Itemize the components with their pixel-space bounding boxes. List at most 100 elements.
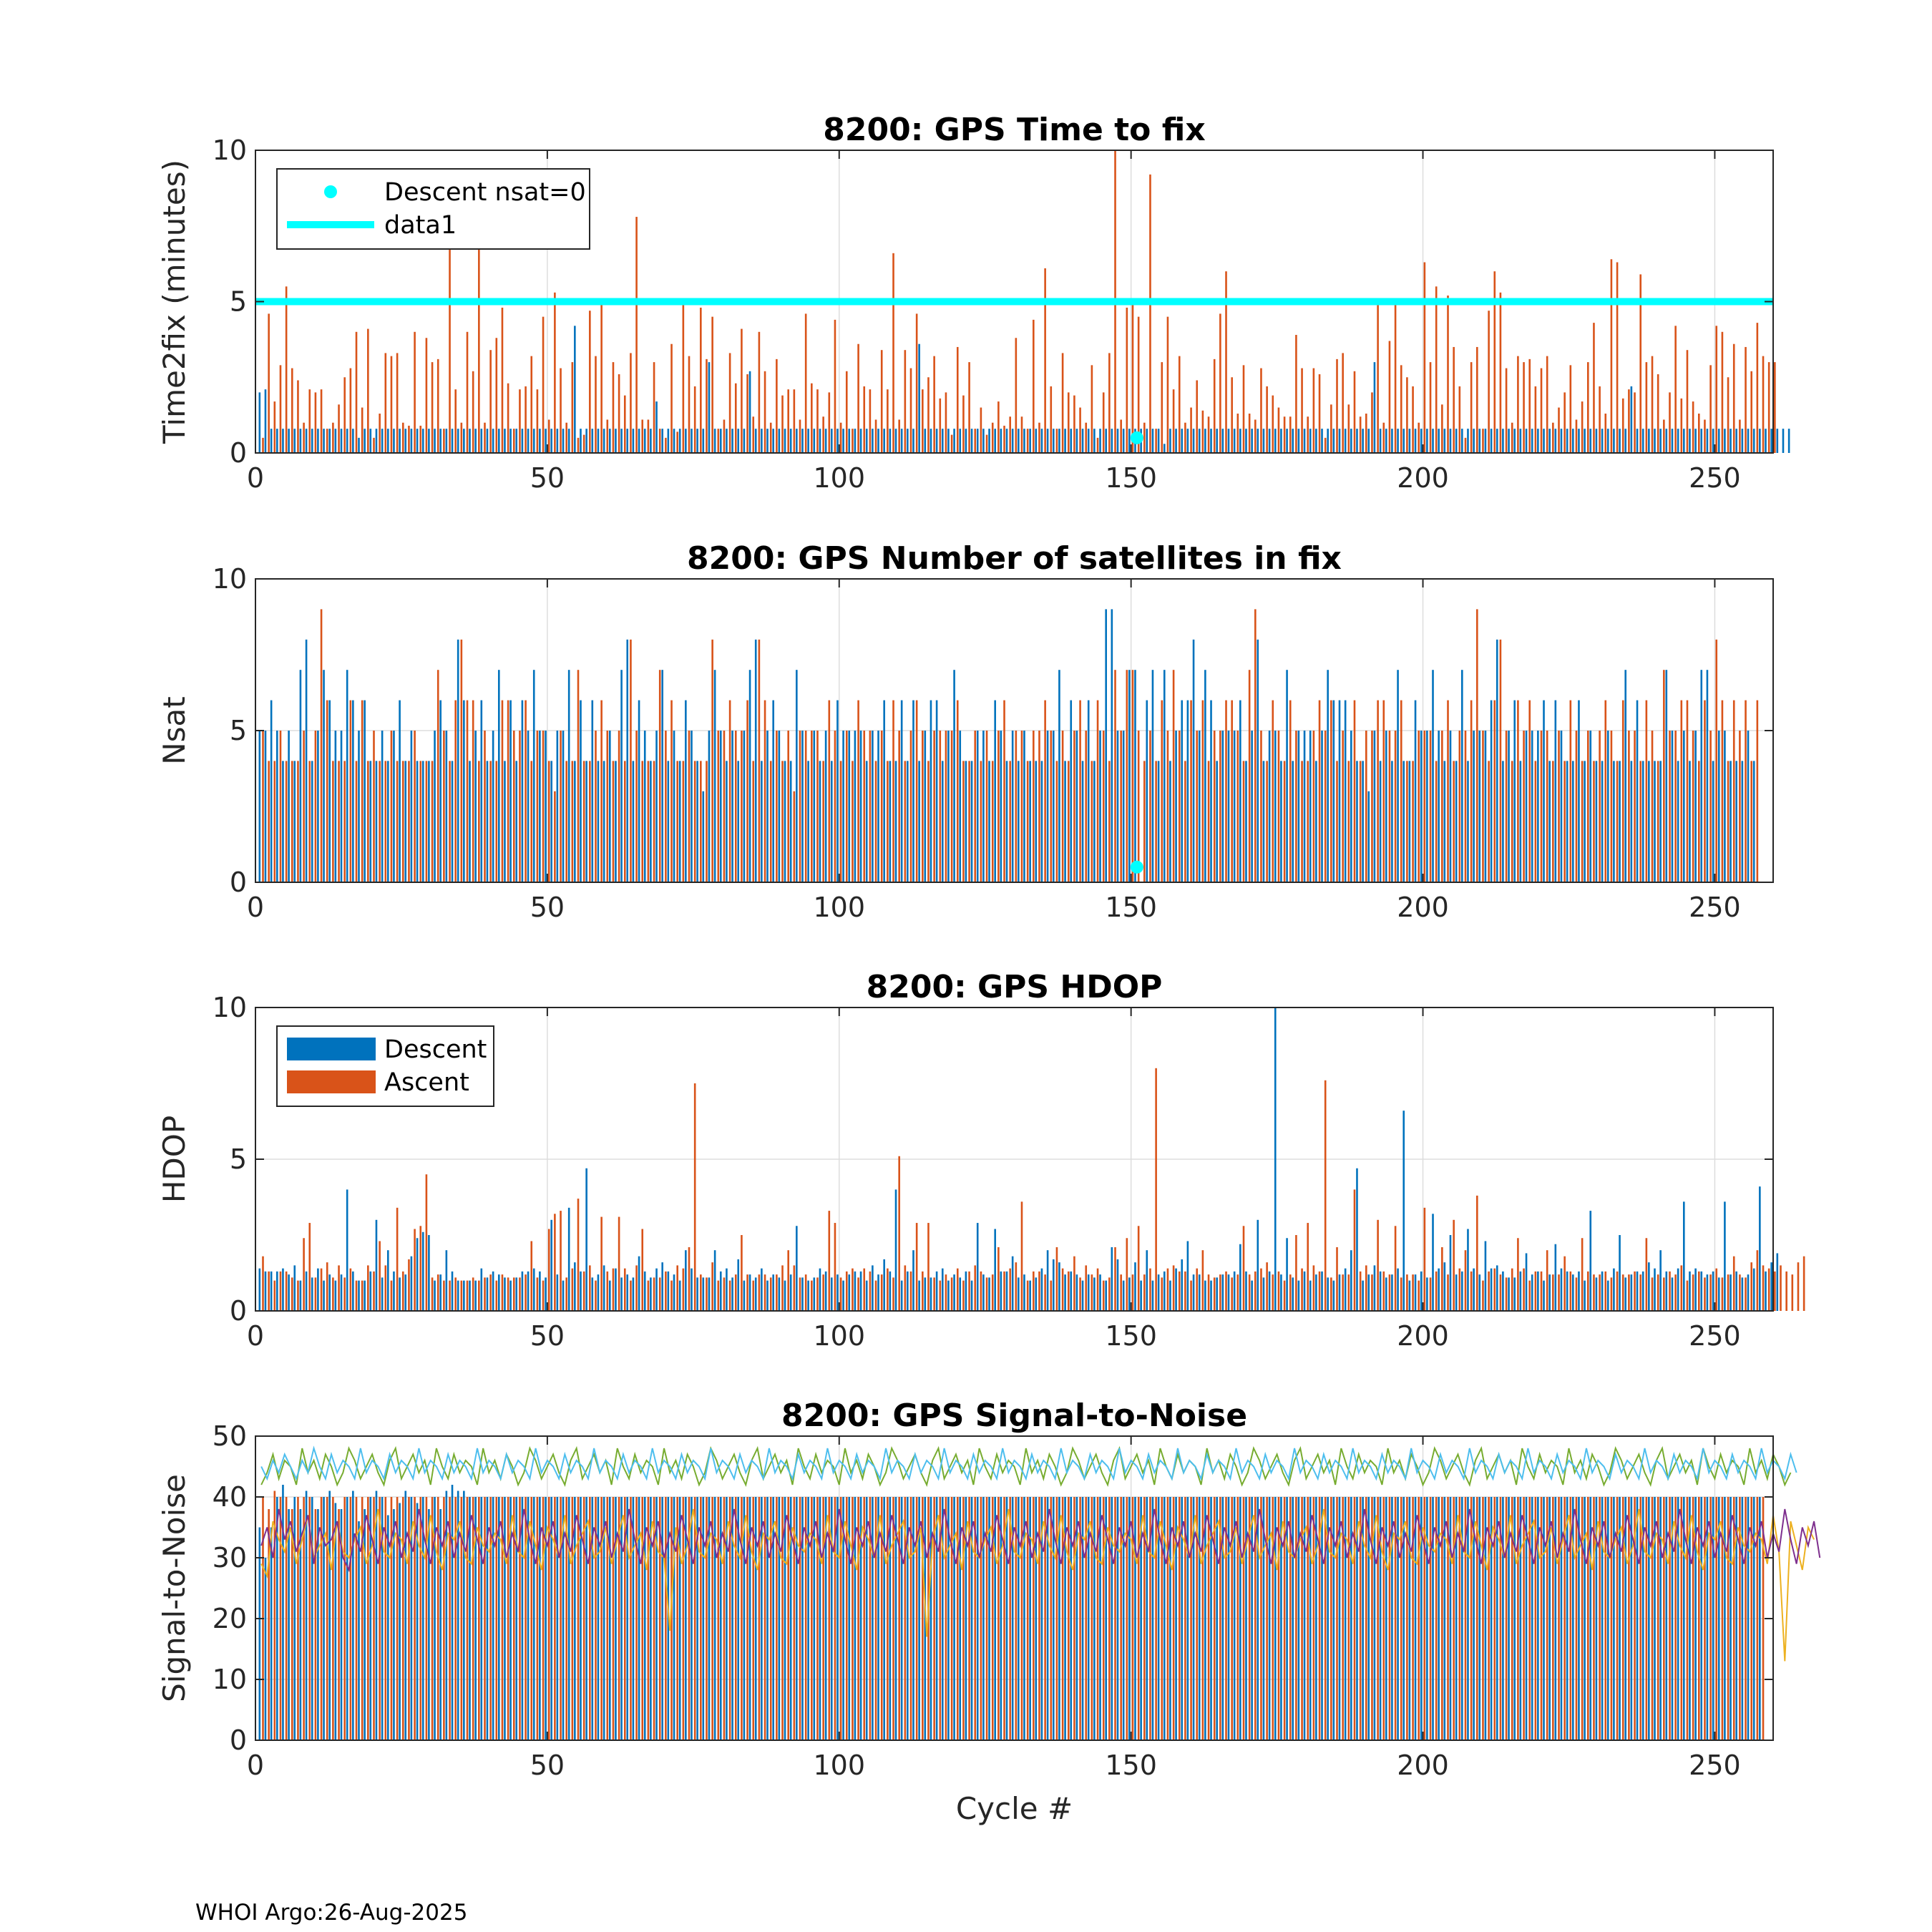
bar-descent	[1613, 1497, 1615, 1740]
bar-descent	[532, 1268, 535, 1311]
bar-ascent	[1645, 1497, 1648, 1740]
bar-descent	[1630, 761, 1633, 882]
bar-descent	[1321, 1271, 1323, 1311]
bar-ascent	[874, 1497, 877, 1740]
bar-descent	[393, 1271, 395, 1311]
bar-ascent	[1709, 1497, 1712, 1740]
bar-descent	[1689, 761, 1691, 882]
bar-descent	[1099, 1497, 1101, 1740]
bar-descent	[1105, 1280, 1107, 1311]
bar-descent	[1081, 1497, 1084, 1740]
bar-ascent	[1067, 392, 1070, 453]
bar-ascent	[1277, 1271, 1280, 1311]
bar-descent	[819, 761, 821, 882]
bar-ascent	[1324, 1080, 1327, 1311]
bar-descent	[766, 429, 769, 453]
bar-descent	[509, 700, 512, 882]
bar-descent	[1759, 429, 1761, 453]
bar-ascent	[997, 401, 1000, 453]
bar-descent	[900, 700, 903, 882]
bar-ascent	[512, 1497, 515, 1740]
bar-ascent	[268, 761, 270, 882]
bar-descent	[620, 1497, 623, 1740]
bar-ascent	[1704, 419, 1706, 453]
bar-ascent	[1569, 365, 1572, 453]
bar-descent	[702, 1277, 705, 1311]
bar-descent	[469, 429, 471, 453]
bar-descent	[1239, 1244, 1241, 1311]
bar-descent	[474, 731, 477, 882]
bar-ascent	[1493, 700, 1496, 882]
bar-ascent	[1219, 731, 1221, 882]
bar-ascent	[1359, 1497, 1362, 1740]
bar-ascent	[717, 731, 720, 882]
bar-ascent	[547, 1229, 550, 1311]
bar-ascent	[1166, 1497, 1169, 1740]
bar-ascent	[1377, 304, 1379, 453]
bar-descent	[1262, 1277, 1265, 1311]
y-tick-label: 0	[230, 437, 247, 469]
bar-descent	[393, 731, 395, 882]
bar-descent	[1513, 700, 1516, 882]
bar-descent	[305, 429, 308, 453]
bars-ascent	[262, 1068, 1805, 1311]
bar-ascent	[1009, 1497, 1011, 1740]
bar-descent	[1606, 429, 1609, 453]
bar-ascent	[1406, 1274, 1408, 1311]
bar-ascent	[1038, 731, 1040, 882]
bar-ascent	[1207, 1497, 1210, 1740]
bar-descent	[264, 1558, 267, 1740]
bar-ascent	[408, 1497, 410, 1740]
bar-ascent	[484, 1497, 486, 1740]
bar-ascent	[839, 422, 842, 453]
bar-descent	[912, 1250, 914, 1311]
bar-ascent	[1412, 1274, 1414, 1311]
bar-descent	[696, 761, 698, 882]
bar-descent	[509, 1497, 512, 1740]
bar-ascent	[525, 700, 527, 882]
bar-ascent	[1750, 1262, 1753, 1311]
x-tick-label: 0	[247, 892, 264, 923]
bar-ascent	[811, 1280, 813, 1311]
bar-descent	[1752, 429, 1755, 453]
bar-descent	[894, 1497, 897, 1740]
bar-ascent	[1575, 1497, 1578, 1740]
bar-descent	[1216, 1497, 1218, 1740]
bar-descent	[848, 731, 851, 882]
bar-ascent	[1639, 761, 1642, 882]
bar-ascent	[571, 761, 574, 882]
bar-ascent	[1523, 1268, 1525, 1311]
bar-ascent	[746, 1497, 748, 1740]
bar-ascent	[606, 419, 609, 453]
bar-descent	[1297, 429, 1300, 453]
bars-ascent	[262, 609, 1759, 882]
bar-ascent	[816, 1277, 819, 1311]
bar-ascent	[939, 1280, 942, 1311]
bar-descent	[1257, 639, 1259, 882]
bar-ascent	[314, 1509, 317, 1740]
bar-ascent	[711, 639, 713, 882]
bar-descent	[334, 1280, 337, 1311]
bar-descent	[323, 429, 325, 453]
bar-ascent	[1149, 1497, 1151, 1740]
bar-descent	[726, 761, 728, 882]
bar-descent	[1070, 1497, 1073, 1740]
bar-ascent	[1604, 1497, 1607, 1740]
bar-descent	[1040, 429, 1043, 453]
bar-ascent	[787, 1250, 789, 1311]
bar-ascent	[484, 422, 486, 453]
bar-ascent	[1260, 1268, 1262, 1311]
bar-descent	[1601, 761, 1604, 882]
bar-descent	[615, 761, 617, 882]
bar-descent	[1286, 670, 1288, 882]
bar-descent	[1362, 761, 1364, 882]
bar-descent	[1484, 1241, 1487, 1311]
bar-ascent	[291, 1277, 293, 1311]
bar-ascent	[1114, 1246, 1116, 1311]
legend-marker-icon	[324, 185, 337, 198]
bar-ascent	[1009, 761, 1011, 882]
bar-descent	[872, 1265, 874, 1311]
bar-descent	[1443, 429, 1446, 453]
bar-ascent	[723, 1277, 726, 1311]
bar-ascent	[1289, 700, 1292, 882]
